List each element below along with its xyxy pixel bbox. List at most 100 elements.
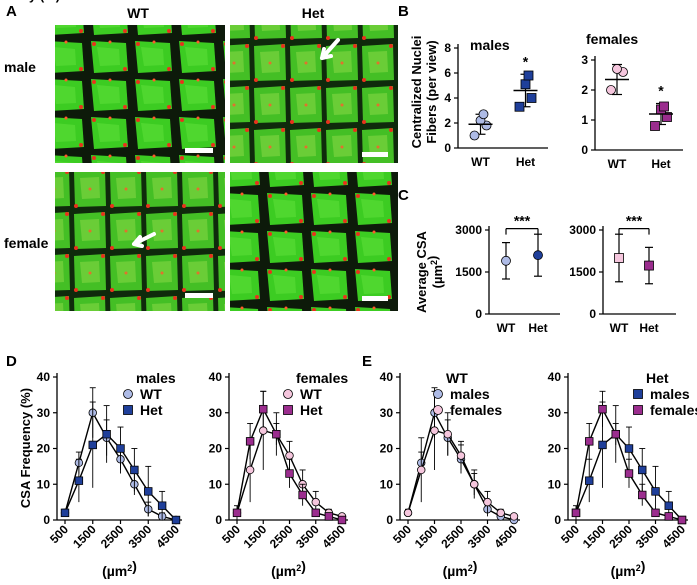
y-axis-label: Average CSA: [414, 230, 429, 312]
x-tick-label: 500: [219, 522, 243, 546]
chart-c-males: 0 1500 3000 WT Het *** Average CSA (µm2): [414, 213, 560, 335]
y-tick-label: 1: [581, 113, 588, 127]
data-point: [144, 487, 153, 496]
data-point: [520, 79, 531, 90]
data-point: [612, 64, 622, 74]
y-tick-label: 40: [37, 370, 51, 384]
data-point: [417, 465, 426, 475]
data-point: [659, 101, 669, 112]
data-point: [496, 508, 505, 518]
data-point: [116, 444, 125, 453]
legend-title: males: [136, 370, 176, 386]
scale-bar: [185, 148, 213, 153]
x-tick-label: WT: [608, 157, 627, 171]
x-axis-label: (µm2): [443, 558, 478, 579]
x-tick-label: 4500: [319, 522, 348, 551]
y-tick-label: 20: [37, 442, 51, 456]
significance-star: *: [523, 53, 529, 69]
y-tick-label: 10: [548, 477, 562, 491]
data-point: [232, 508, 242, 518]
legend-title: females: [296, 370, 348, 386]
chart-b-males: 0 2 4 6 8 WT Het * males Centralized Nuclei Fibers…: [409, 36, 548, 169]
scale-bar: [362, 152, 388, 157]
x-tick-label: 3500: [126, 522, 155, 551]
y-tick-label: 0: [554, 513, 561, 527]
x-axis-label: (µm2): [102, 558, 137, 579]
data-point: [272, 429, 281, 439]
data-point: [337, 515, 347, 525]
y-axis-label: Centralized Nuclei: [409, 36, 424, 149]
panel-letter-b: B: [398, 3, 409, 20]
y-tick-label: 3: [581, 53, 588, 67]
data-point: [638, 465, 647, 475]
data-point: [585, 476, 594, 485]
mean-point: [614, 253, 624, 263]
data-point: [88, 440, 97, 450]
y-tick-label: 0: [475, 307, 482, 321]
data-point: [403, 508, 413, 518]
data-point: [483, 497, 492, 507]
data-point: [526, 93, 537, 103]
legend-title: WT: [446, 370, 468, 386]
data-point: [523, 70, 534, 81]
y-tick-label: 40: [548, 370, 562, 384]
x-tick-label: 1500: [70, 522, 99, 551]
y-tick-label: 8: [444, 41, 451, 55]
data-point: [74, 476, 84, 485]
y-tick-label: 30: [548, 406, 562, 420]
data-point: [611, 429, 620, 439]
x-tick-label: Het: [516, 155, 535, 169]
y-tick-label: 30: [380, 406, 394, 420]
y-tick-label: 20: [380, 442, 394, 456]
data-point: [60, 508, 70, 518]
micrograph-female-wt: [55, 172, 225, 311]
x-tick-label: Het: [528, 321, 547, 335]
data-point: [514, 101, 525, 112]
x-tick-label: 3500: [633, 522, 662, 551]
data-point: [259, 426, 268, 435]
x-axis-label: (µm2): [611, 558, 646, 579]
data-point: [311, 508, 320, 518]
panel-letter-e: E: [362, 353, 372, 370]
x-tick-label: WT: [610, 321, 629, 335]
micrograph-male-het: [230, 25, 398, 163]
data-point: [443, 430, 452, 439]
data-point: [664, 501, 673, 510]
data-point: [311, 497, 320, 507]
x-axis-label: (µm2): [271, 558, 306, 579]
y-axis-unit: (µm2): [425, 256, 445, 289]
data-point: [598, 404, 607, 414]
y-tick-label: 0: [589, 307, 596, 321]
legend-marker: [283, 405, 293, 415]
data-point: [298, 490, 307, 500]
significance-stars: ***: [626, 213, 643, 229]
legend-marker: [123, 405, 133, 415]
y-tick-label: 1500: [455, 265, 482, 279]
data-point: [157, 501, 167, 510]
panel-letter-c: C: [398, 187, 409, 204]
data-point: [259, 404, 268, 414]
y-axis-label: Fibers (per view): [424, 40, 439, 143]
x-tick-label: 1500: [412, 522, 441, 551]
mean-point: [501, 255, 511, 266]
legend-label: Het: [300, 402, 323, 418]
data-point: [677, 515, 687, 525]
data-point: [285, 451, 294, 460]
y-tick-label: 2: [444, 116, 451, 130]
x-tick-label: 4500: [153, 522, 182, 551]
micrograph-column-wt: WT: [127, 5, 149, 21]
legend-marker: [633, 389, 643, 399]
y-axis-label: CSA Frequency (%): [18, 388, 33, 508]
y-tick-label: 2: [581, 83, 588, 97]
panel-letter-d: D: [6, 353, 17, 370]
micrograph-row-female: female: [4, 235, 49, 251]
y-tick-label: 20: [548, 442, 562, 456]
x-tick-label: WT: [497, 321, 516, 335]
y-tick-label: 3000: [455, 223, 482, 237]
x-tick-label: WT: [471, 155, 490, 169]
significance-star: *: [658, 83, 664, 99]
data-point: [478, 109, 489, 120]
data-point: [624, 469, 634, 478]
